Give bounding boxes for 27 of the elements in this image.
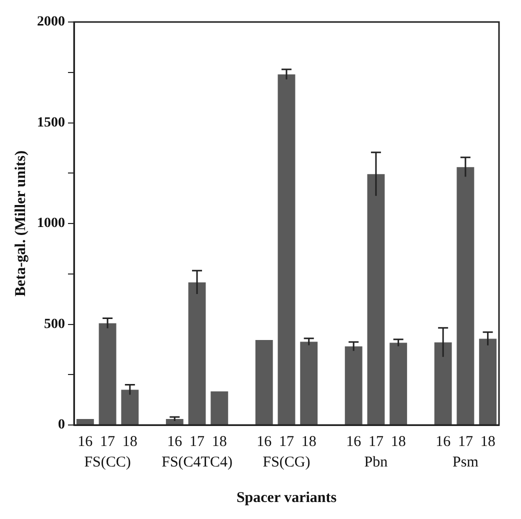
y-axis-title: Beta-gal. (Miller units) [12,150,29,296]
y-tick-label: 0 [58,418,65,433]
y-tick-label: 1000 [37,216,65,232]
x-tick-label: 16 [78,434,94,450]
x-tick-label: 16 [256,434,272,450]
text: FS(C4TC4) [162,454,232,470]
y-tick-label: 1500 [37,115,65,130]
x-tick-label: 17 [100,434,116,450]
y-tick-label: 2000 [37,14,65,30]
text: FS(CC) [84,454,131,470]
text: Pbn [364,454,388,470]
x-tick-label: 16 [167,434,183,450]
x-tick-label: 16 [436,434,452,450]
x-tick-label: 18 [212,434,227,450]
x-tick-label: 17 [279,434,294,450]
text: Psm [452,454,479,470]
x-tick-label: 18 [480,434,496,450]
x-tick-label: 18 [390,434,406,450]
x-tick-label: 16 [346,434,362,450]
x-axis-title: Spacer variants [236,490,337,506]
x-tick-label: 17 [190,434,206,450]
x-tick-label: 18 [301,434,316,450]
y-tick-label: 500 [44,316,65,332]
x-tick-label: 18 [122,434,138,450]
x-tick-label: 17 [458,434,474,450]
text: FS(CG) [262,454,310,470]
x-tick-label: 17 [368,434,384,450]
